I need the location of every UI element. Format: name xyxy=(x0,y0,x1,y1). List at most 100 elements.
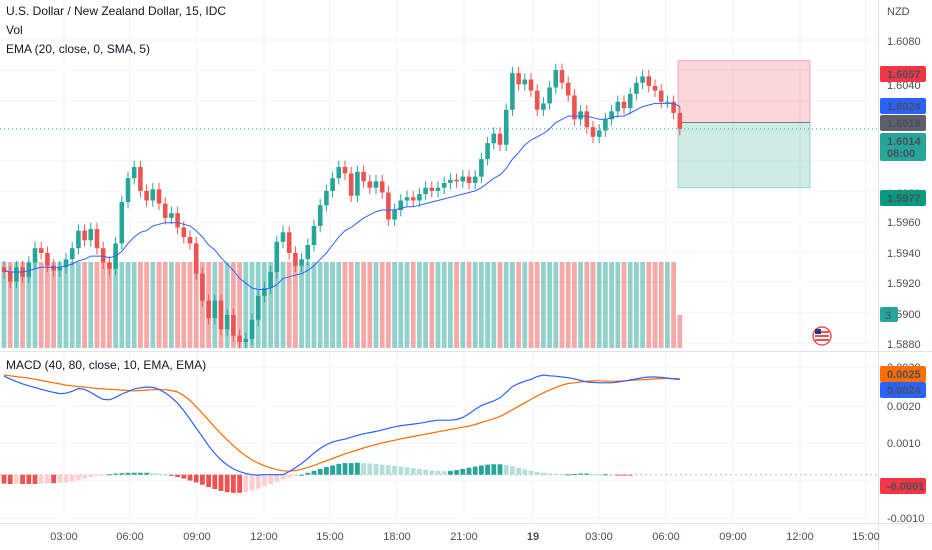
candle-19 xyxy=(119,202,125,244)
candle-98 xyxy=(609,111,614,120)
macd-hist-bar-54 xyxy=(336,463,342,475)
candle-52 xyxy=(324,190,329,206)
macd-hist-bar-0 xyxy=(1,474,7,484)
candle-74 xyxy=(460,176,466,182)
candle-7 xyxy=(45,252,50,266)
candle-80 xyxy=(497,133,503,145)
volume-bar-55 xyxy=(342,262,348,348)
macd-hist-bar-68 xyxy=(423,469,428,475)
candle-105 xyxy=(652,85,658,91)
macd-hist-badge: -0.0001 xyxy=(880,478,926,494)
volume-bar-29 xyxy=(181,262,187,348)
candle-102 xyxy=(634,82,639,94)
macd-hist-bar-61 xyxy=(379,464,385,475)
target-price-badge-bg xyxy=(880,66,926,82)
price-tick-7: 1.5880 xyxy=(887,339,921,351)
candle-77 xyxy=(479,159,484,177)
macd-hist-bar-27 xyxy=(169,474,174,476)
volume-bar-27 xyxy=(169,262,174,348)
volume-bar-107 xyxy=(665,262,670,348)
volume-bar-105 xyxy=(652,262,658,348)
volume-bar-42 xyxy=(262,262,267,348)
candle-40 xyxy=(249,319,255,339)
candle-73 xyxy=(454,179,459,182)
volume-bar-93 xyxy=(578,262,583,348)
candle-95 xyxy=(590,127,596,137)
volume-bar-64 xyxy=(398,262,404,348)
macd-hist-badge-bg xyxy=(880,478,926,494)
price-axis-currency: NZD xyxy=(887,6,910,18)
candle-99 xyxy=(615,101,621,112)
candle-14 xyxy=(88,229,94,241)
volume-bar-58 xyxy=(361,262,366,348)
volume-bar-103 xyxy=(640,262,645,348)
macd-hist-bar-16 xyxy=(100,474,106,476)
candle-34 xyxy=(212,300,218,319)
macd-hist-bar-43 xyxy=(268,474,273,484)
macd-hist-bar-24 xyxy=(150,473,156,475)
macd-hist-bar-7 xyxy=(45,474,50,484)
last-price-badge-text-0: 1.6014 xyxy=(887,136,922,148)
ema-price-badge-text-0: 1.6024 xyxy=(887,101,922,113)
volume-bar-45 xyxy=(280,262,286,348)
economic-event-flag-icon[interactable] xyxy=(812,326,832,346)
volume-bar-100 xyxy=(621,262,627,348)
volume-bar-22 xyxy=(138,262,143,348)
volume-bar-92 xyxy=(572,262,577,348)
candle-0 xyxy=(1,267,7,273)
macd-hist-bar-30 xyxy=(187,474,193,481)
candle-23 xyxy=(144,190,149,201)
candle-22 xyxy=(138,167,143,191)
target-price-badge: 1.6057 xyxy=(880,66,926,82)
price-tick-0: 1.6080 xyxy=(887,36,921,48)
macd-hist-bar-26 xyxy=(162,474,168,476)
macd-hist-bar-8 xyxy=(51,474,56,484)
volume-bar-10 xyxy=(63,262,69,348)
candle-97 xyxy=(603,119,608,131)
macd-hist-bar-18 xyxy=(113,473,118,475)
macd-hist-bar-28 xyxy=(175,474,180,478)
candle-100 xyxy=(621,101,627,109)
macd-hist-bar-73 xyxy=(454,470,459,475)
time-tick-3: 12:00 xyxy=(250,531,278,543)
entry-price-badge-text-0: 1.6018 xyxy=(887,118,921,130)
macd-hist-bar-37 xyxy=(231,474,236,493)
time-tick-12: 15:00 xyxy=(852,531,880,543)
candle-15 xyxy=(94,229,100,249)
volume-bar-70 xyxy=(435,262,441,348)
volume-bar-43 xyxy=(268,262,273,348)
volume-bar-101 xyxy=(627,262,633,348)
volume-bar-96 xyxy=(596,262,602,348)
time-tick-0: 03:00 xyxy=(50,531,78,543)
candle-53 xyxy=(330,178,335,191)
volume-bar-6 xyxy=(38,262,44,348)
macd-hist-bar-93 xyxy=(578,473,583,475)
macd-hist-bar-86 xyxy=(534,472,540,475)
macd-hist-bar-15 xyxy=(94,474,100,476)
volume-badge-text: 3 xyxy=(885,310,891,322)
candle-56 xyxy=(348,173,354,196)
volume-bar-38 xyxy=(237,262,242,348)
macd-hist-bar-32 xyxy=(200,474,205,485)
macd-hist-bar-47 xyxy=(293,474,298,476)
volume-bar-50 xyxy=(311,262,317,348)
macd-hist-bar-45 xyxy=(280,474,286,480)
volume-bar-75 xyxy=(466,262,472,348)
macd-hist-badge-text-0: -0.0001 xyxy=(887,481,924,493)
candle-75 xyxy=(466,176,472,183)
candle-49 xyxy=(305,245,311,260)
volume-bar-87 xyxy=(541,262,546,348)
macd-hist-bar-14 xyxy=(88,474,94,478)
candle-16 xyxy=(100,248,106,263)
candle-21 xyxy=(131,167,137,179)
entry-price-badge-bg xyxy=(880,115,926,131)
candle-42 xyxy=(262,287,267,296)
volume-bar-13 xyxy=(82,262,87,348)
macd-hist-bar-44 xyxy=(274,474,280,482)
volume-bar-90 xyxy=(559,262,565,348)
time-tick-2: 09:00 xyxy=(183,531,211,543)
macd-hist-bar-96 xyxy=(596,474,602,476)
candle-20 xyxy=(125,178,131,203)
